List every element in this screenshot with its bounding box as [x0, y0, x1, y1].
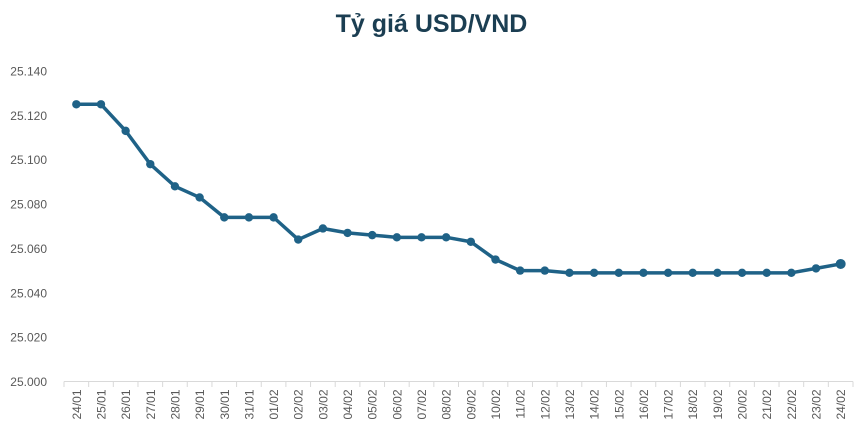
x-axis-tick-label: 24/02	[834, 389, 848, 419]
x-axis-tick-label: 14/02	[588, 389, 602, 419]
data-point-marker	[220, 213, 229, 222]
data-point-marker	[787, 268, 796, 278]
x-axis-tick-label: 01/02	[267, 389, 281, 419]
chart-title: Tỷ giá USD/VND	[335, 10, 528, 38]
rate-line-series	[74, 102, 843, 275]
x-axis-tick-label: 21/02	[760, 389, 774, 419]
x-axis-tick-label: 25/01	[94, 389, 108, 419]
x-axis-tick-label: 27/01	[144, 389, 158, 419]
y-axis-tick-label: 25.140	[10, 65, 47, 79]
x-axis-tick-label: 12/02	[538, 389, 552, 419]
x-axis-tick-label: 09/02	[464, 389, 478, 419]
x-axis-tick-label: 22/02	[785, 389, 799, 419]
data-point-marker	[121, 126, 130, 136]
x-axis-tick-label: 19/02	[711, 389, 725, 419]
x-axis-tick-label: 23/02	[810, 389, 824, 419]
x-axis-tick-label: 24/01	[70, 389, 84, 419]
data-point-marker	[318, 224, 328, 233]
data-point-marker	[466, 237, 476, 246]
y-axis-tick-label: 25.080	[10, 198, 47, 212]
data-point-marker	[368, 230, 377, 240]
x-axis-tick-label: 28/01	[168, 389, 182, 419]
x-axis-tick-label: 06/02	[390, 389, 404, 419]
x-axis-tick-label: 18/02	[686, 389, 700, 419]
x-axis-tick-label: 16/02	[637, 389, 651, 419]
y-axis-tick-label: 25.100	[10, 153, 47, 167]
data-point-marker	[639, 268, 648, 278]
data-point-marker	[811, 264, 821, 273]
x-axis-tick-label: 07/02	[415, 389, 429, 419]
y-axis-tick-label: 25.000	[10, 375, 47, 389]
x-axis-tick-label: 02/02	[292, 389, 306, 419]
data-point-marker	[96, 100, 106, 109]
data-point-marker	[515, 266, 525, 275]
data-point-marker	[688, 268, 697, 278]
x-axis-tick-label: 17/02	[662, 389, 676, 419]
data-point-marker	[146, 159, 155, 169]
data-point-marker	[294, 235, 303, 244]
data-point-marker	[589, 268, 599, 278]
y-axis-tick-label: 25.020	[10, 331, 47, 345]
data-point-marker	[762, 268, 771, 278]
data-point-marker	[565, 268, 574, 278]
data-point-marker	[614, 268, 623, 278]
x-axis-tick-label: 13/02	[563, 389, 577, 419]
data-point-marker	[244, 213, 254, 222]
y-axis-tick-label: 25.040	[10, 286, 47, 300]
data-point-marker	[441, 233, 451, 242]
x-axis-tick-label: 29/01	[193, 389, 207, 419]
data-point-marker	[392, 233, 402, 242]
data-point-marker	[491, 255, 500, 264]
x-axis-tick-label: 15/02	[612, 389, 626, 419]
x-axis-tick-label: 31/01	[242, 389, 256, 419]
x-axis-tick-label: 05/02	[366, 389, 380, 419]
data-point-marker	[170, 182, 180, 191]
y-axis-tick-label: 25.060	[10, 242, 47, 256]
data-point-marker	[713, 268, 722, 278]
x-axis-tick-label: 04/02	[341, 389, 355, 419]
x-axis-tick-label: 03/02	[316, 389, 330, 419]
x-axis-tick-label: 30/01	[218, 389, 232, 419]
x-axis-tick-label: 08/02	[440, 389, 454, 419]
x-axis-tick-label: 10/02	[489, 389, 503, 419]
x-axis-tick-label: 11/02	[514, 389, 528, 418]
y-axis-tick-label: 25.120	[10, 109, 47, 123]
x-axis-tick-label: 26/01	[119, 389, 133, 419]
data-point-marker	[72, 100, 81, 109]
data-point-marker	[417, 233, 426, 242]
x-axis-tick-label: 20/02	[736, 389, 750, 419]
data-point-marker	[663, 268, 673, 278]
data-point-marker	[737, 268, 747, 278]
data-point-marker	[195, 193, 204, 202]
data-point-marker	[269, 213, 278, 222]
data-point-marker	[343, 228, 352, 238]
data-point-marker	[835, 258, 846, 269]
data-point-marker	[540, 266, 549, 275]
